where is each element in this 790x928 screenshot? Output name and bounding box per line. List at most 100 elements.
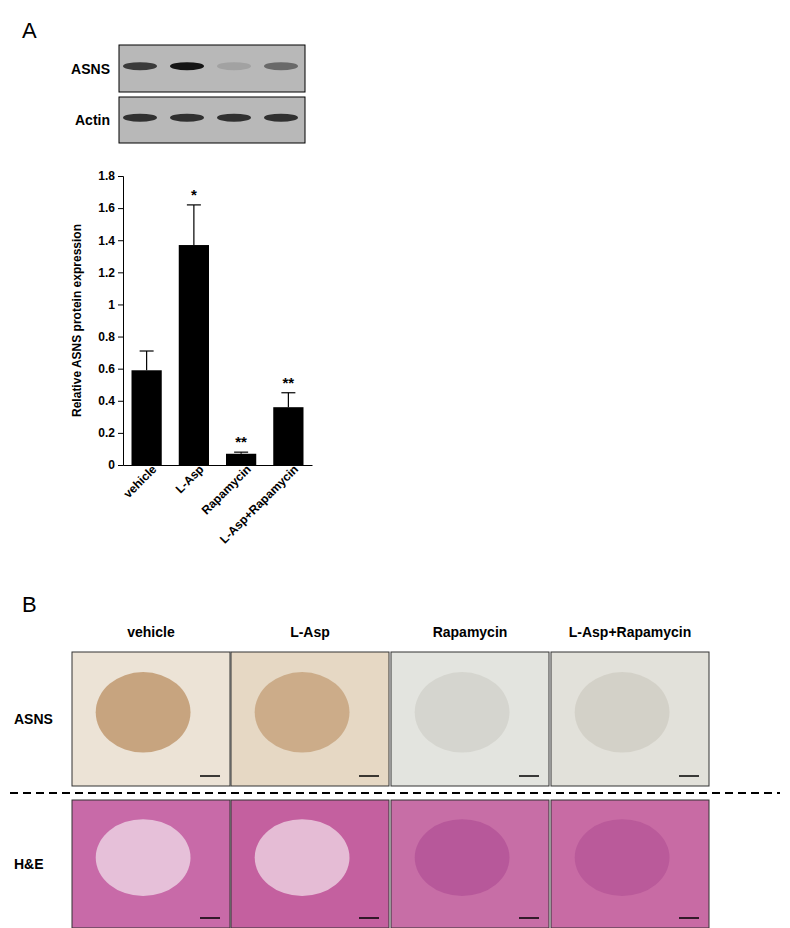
error-cap (140, 350, 154, 351)
panel-label: A (22, 18, 37, 43)
tick-mark (118, 240, 123, 241)
blot-band (264, 114, 298, 122)
column-header: Rapamycin (433, 624, 508, 640)
blot-band (170, 62, 204, 70)
plot-area (132, 205, 304, 465)
error-bar (187, 205, 201, 245)
bar (132, 370, 162, 465)
tick-mark (118, 337, 123, 338)
separator (10, 792, 780, 794)
tick: 1.4 (98, 234, 123, 248)
row-label: H&E (14, 856, 44, 872)
tick: L-Asp (173, 462, 207, 496)
error-bar (281, 393, 295, 407)
bar (273, 407, 303, 465)
tick: 1.6 (98, 201, 123, 215)
tick: 0.6 (98, 362, 123, 376)
tick: vehicle (121, 462, 160, 501)
column-header: L-Asp (290, 624, 330, 640)
micrograph (72, 652, 230, 786)
tick-label: 0.4 (98, 394, 115, 408)
micrograph (72, 800, 230, 928)
error-cap (187, 204, 201, 205)
error-whisker (146, 351, 147, 370)
x-axis: vehicleL-AspRapamycinL-Asp+Rapamycin (121, 462, 313, 546)
tissue-region (96, 819, 191, 896)
axis-title: Relative ASNS protein expression (70, 224, 84, 417)
tissue-region (96, 672, 191, 752)
tick: 0.4 (98, 394, 123, 408)
micrograph (551, 800, 709, 928)
tick-mark (118, 465, 123, 466)
tissue-region (575, 819, 670, 896)
tick: 0.2 (98, 426, 123, 440)
tick-mark (118, 208, 123, 209)
micrograph (231, 800, 389, 928)
tick-label: 1.2 (98, 266, 115, 280)
tissue-region (575, 672, 670, 752)
error-bar (234, 452, 248, 454)
tick-label: vehicle (121, 462, 160, 501)
scale-bar (200, 917, 220, 919)
tick-label: L-Asp+Rapamycin (217, 462, 301, 546)
tick: 0.8 (98, 330, 123, 344)
scale-bar (519, 917, 539, 919)
blot-band (264, 62, 298, 70)
tick-label: 1.6 (98, 201, 115, 215)
bar (179, 245, 209, 465)
tissue-region (255, 819, 350, 896)
bar (226, 454, 256, 465)
scale-bar (679, 917, 699, 919)
tick-mark (118, 176, 123, 177)
blot-band (217, 114, 251, 122)
significance: ** (283, 374, 295, 391)
figure: ABASNSActin*****00.20.40.60.811.21.41.61… (0, 0, 790, 928)
error-cap (234, 452, 248, 453)
tick-label: 0.8 (98, 330, 115, 344)
error-whisker (193, 205, 194, 245)
row-label: ASNS (14, 711, 53, 727)
tick-label: 1 (108, 298, 115, 312)
blot-panel (119, 97, 305, 143)
tick: 0 (108, 458, 123, 472)
scale-bar (359, 917, 379, 919)
tick-label: 0.2 (98, 426, 115, 440)
micrograph (231, 652, 389, 786)
tick: L-Asp+Rapamycin (217, 462, 301, 546)
micrograph (391, 800, 549, 928)
tick-label: 0.6 (98, 362, 115, 376)
tick-label: 1.4 (98, 234, 115, 248)
significance: ** (235, 433, 247, 450)
error-bar (140, 351, 154, 370)
tissue-region (415, 672, 510, 752)
micrograph (551, 652, 709, 786)
error-cap (281, 392, 295, 393)
tissue-region (255, 672, 350, 752)
blot-band (123, 62, 157, 70)
tick-label: 0 (108, 458, 115, 472)
scale-bar (679, 775, 699, 777)
tick-label: 1.8 (98, 169, 115, 183)
blot-band (217, 62, 251, 70)
tick: 1.8 (98, 169, 123, 183)
blot-label: Actin (75, 112, 110, 128)
scale-bar (200, 775, 220, 777)
tick-label: L-Asp (173, 462, 207, 496)
significance: * (191, 186, 197, 203)
tick-mark (118, 401, 123, 402)
y-axis: 0 0.2 0.4 0.6 0.8 1 1.2 1.4 1.6 1.8 (98, 169, 123, 472)
micrograph (391, 652, 549, 786)
blot-band (170, 114, 204, 122)
column-header: vehicle (127, 624, 175, 640)
scale-bar (359, 775, 379, 777)
blot-band (123, 114, 157, 122)
axis-line (118, 177, 124, 466)
tick: 1 (108, 298, 123, 312)
tissue-region (415, 819, 510, 896)
column-header: L-Asp+Rapamycin (569, 624, 692, 640)
blot-panel (119, 45, 305, 92)
tick-mark (118, 272, 123, 273)
tick-mark (118, 304, 123, 305)
tick-mark (118, 433, 123, 434)
panel-label: B (22, 592, 37, 617)
